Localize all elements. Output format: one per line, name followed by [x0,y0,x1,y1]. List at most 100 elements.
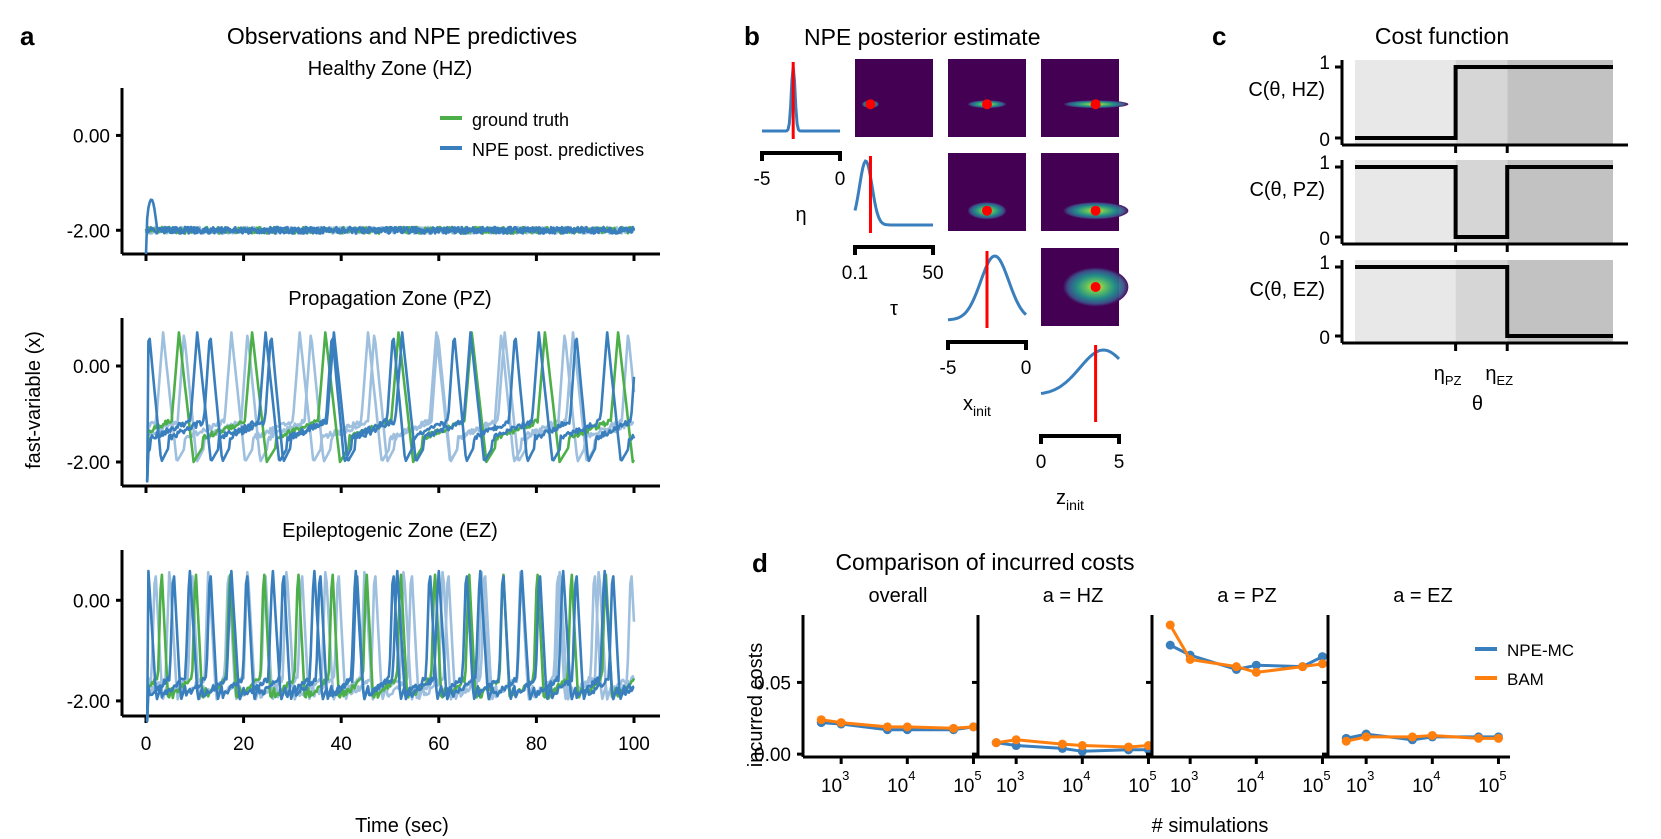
x-tick-subscript: EZ [1496,373,1513,388]
x-tick-exponent: 4 [1257,768,1264,783]
data-point-bam [1474,733,1484,743]
region-shade-pz [1455,160,1508,244]
range-min-label: 0 [1036,452,1047,473]
range-max-label: 0 [1021,358,1032,379]
x-tick-label: ηPZ [1434,363,1462,388]
parameter-subscript: init [973,403,991,419]
x-tick-exponent: 5 [1149,768,1156,783]
x-tick-exponent: 4 [908,768,915,783]
panel-a-title: Observations and NPE predictives [227,23,577,49]
trace-line [145,569,635,723]
subplot-title: a = PZ [1217,585,1276,607]
cost-ylabel: C(θ, PZ) [1249,179,1325,201]
true-value-dot [982,205,992,216]
x-tick-exponent: 3 [1191,768,1198,783]
cost-step-line [1355,265,1613,338]
marginal-density [1040,348,1121,395]
y-tick-label: 0 [1319,229,1330,250]
x-tick-label: 105 [1478,768,1506,797]
data-point-bam [882,722,892,732]
panel-d-xlabel: # simulations [1152,815,1269,837]
panel-c-xlabel: θ [1472,393,1483,415]
range-bracket [946,340,1028,350]
range-min-label: -5 [754,169,771,190]
pair-heatmap [948,59,1026,137]
data-point-bam [1298,662,1308,672]
range-max-label: 5 [1114,452,1125,473]
true-value-dot [865,99,876,110]
range-max-label: 50 [922,263,943,284]
data-point-bam [1077,741,1087,751]
data-point-bam [836,718,846,728]
data-point-bam [1493,733,1503,743]
panel-a-xlabel: Time (sec) [355,815,449,837]
x-tick-exponent: 5 [1499,768,1506,783]
legend-label-ground-truth: ground truth [472,110,569,130]
x-tick-label: 103 [1170,768,1198,797]
panel-label-c: c [1212,21,1226,51]
subplot-title: a = EZ [1393,585,1452,607]
y-tick-label: 1 [1319,53,1330,74]
y-tick-label: 0.00 [73,591,110,612]
region-shade-pz [1455,60,1508,145]
panel-a-ylabel: fast-variable (x) [23,331,45,469]
y-tick-label: 0.00 [754,745,791,766]
x-tick-label: 105 [1302,768,1330,797]
panel-b-title: NPE posterior estimate [804,24,1040,50]
trace-line [145,575,635,723]
data-point-bam [1427,730,1437,740]
x-tick-label: 104 [887,768,915,797]
legend-label-npe-mc: NPE-MC [1507,641,1574,660]
x-tick-label: 103 [1346,768,1374,797]
subplot-title: Epileptogenic Zone (EZ) [282,520,498,542]
trace-line [145,225,636,235]
subplot-title: a = HZ [1043,585,1104,607]
region-shade-hz [1355,160,1456,244]
data-point-bam [1317,659,1327,669]
range-bracket [1039,434,1121,444]
region-shade-pz [1455,260,1508,343]
x-tick-label: 80 [526,734,547,755]
marginal-density [762,66,840,133]
y-tick-label: 1 [1319,153,1330,174]
true-value-dot [1090,99,1101,110]
y-tick-label: 0 [1319,130,1330,151]
x-tick-label: 104 [1412,768,1440,797]
region-shade-ez [1507,160,1613,244]
data-point-bam [1124,742,1134,752]
region-shade-hz [1355,260,1456,343]
panel-label-a: a [20,21,35,51]
legend-label-bam: BAM [1507,670,1544,689]
x-tick-exponent: 3 [842,768,849,783]
legend-label-npe: NPE post. predictives [472,140,644,160]
trace-line [145,575,636,723]
cost-step-line [1355,165,1613,239]
legend-panel-d: NPE-MC BAM [1475,641,1574,689]
y-tick-label: -2.00 [67,692,110,713]
range-bracket [853,245,935,255]
x-tick-label: 40 [331,734,352,755]
region-shade-ez [1507,60,1613,145]
panel-b: b NPE posterior estimate -5 0η0.1 50τ-5 0xi… [744,21,1129,513]
x-tick-label: 104 [1062,768,1090,797]
data-point-bam [1231,662,1241,672]
panel-label-d: d [752,548,768,578]
x-tick-exponent: 3 [1017,768,1024,783]
data-point-bam [1361,732,1371,742]
x-tick-label: 0 [141,734,152,755]
x-tick-label: 105 [953,768,981,797]
y-tick-label: 0 [1319,328,1330,349]
data-point-bam [968,722,978,732]
y-tick-label: 0.00 [73,126,110,147]
true-value-dot [1090,282,1101,292]
y-tick-label: 0.00 [73,357,110,378]
range-bracket [760,151,842,161]
y-tick-label: 0.05 [754,673,791,694]
pair-heatmap [1041,59,1119,137]
x-tick-exponent: 5 [974,768,981,783]
range-min-label: -5 [940,358,957,379]
data-point-bam [949,723,959,733]
data-point-bam [1011,735,1021,745]
region-shade-hz [1355,60,1456,145]
